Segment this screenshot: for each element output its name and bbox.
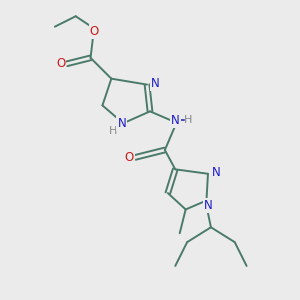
Text: H: H [184,115,192,125]
Text: N: N [151,76,160,90]
Text: O: O [124,151,134,164]
Text: N: N [204,200,212,212]
Text: O: O [56,57,65,70]
Text: N: N [117,117,126,130]
Text: O: O [89,25,99,38]
Text: H: H [109,126,117,136]
Text: N: N [212,166,221,179]
Text: N: N [171,114,180,127]
